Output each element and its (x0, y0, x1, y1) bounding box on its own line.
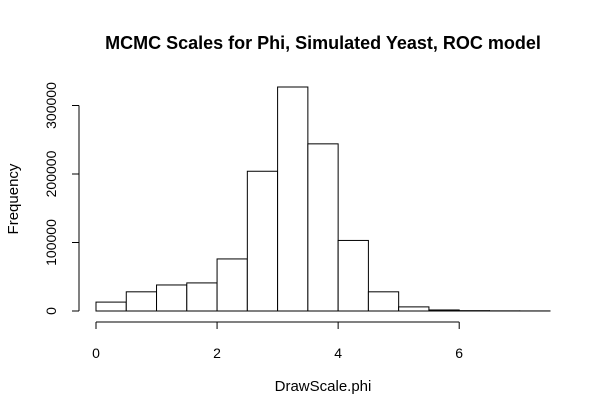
histogram-bar (186, 282, 218, 312)
histogram-bar (367, 291, 400, 312)
chart-title: MCMC Scales for Phi, Simulated Yeast, RO… (105, 33, 541, 53)
histogram-bar (277, 86, 309, 312)
histogram-bar (246, 170, 279, 312)
y-axis: 0 100000 200000 300000 (43, 82, 80, 315)
x-axis: 0 2 4 6 (92, 321, 463, 361)
x-axis-label: DrawScale.phi (275, 378, 372, 395)
histogram-bar (428, 309, 460, 312)
y-tick-label: 0 (43, 307, 59, 315)
histogram-bar (307, 143, 339, 312)
y-axis-label: Frequency (5, 163, 22, 234)
histogram-bars (95, 86, 551, 312)
histogram-bar (95, 301, 127, 312)
y-tick-label: 300000 (43, 82, 59, 129)
histogram-bar (337, 239, 369, 312)
x-tick-label: 0 (92, 345, 100, 361)
x-tick-label: 6 (455, 345, 463, 361)
x-tick-label: 2 (213, 345, 221, 361)
histogram-bar (398, 306, 430, 312)
y-tick-label: 200000 (43, 150, 59, 197)
histogram-bar (216, 258, 248, 312)
y-tick-label: 100000 (43, 219, 59, 266)
histogram-bar (125, 291, 158, 312)
x-tick-label: 4 (334, 345, 342, 361)
histogram-bar (156, 284, 188, 312)
